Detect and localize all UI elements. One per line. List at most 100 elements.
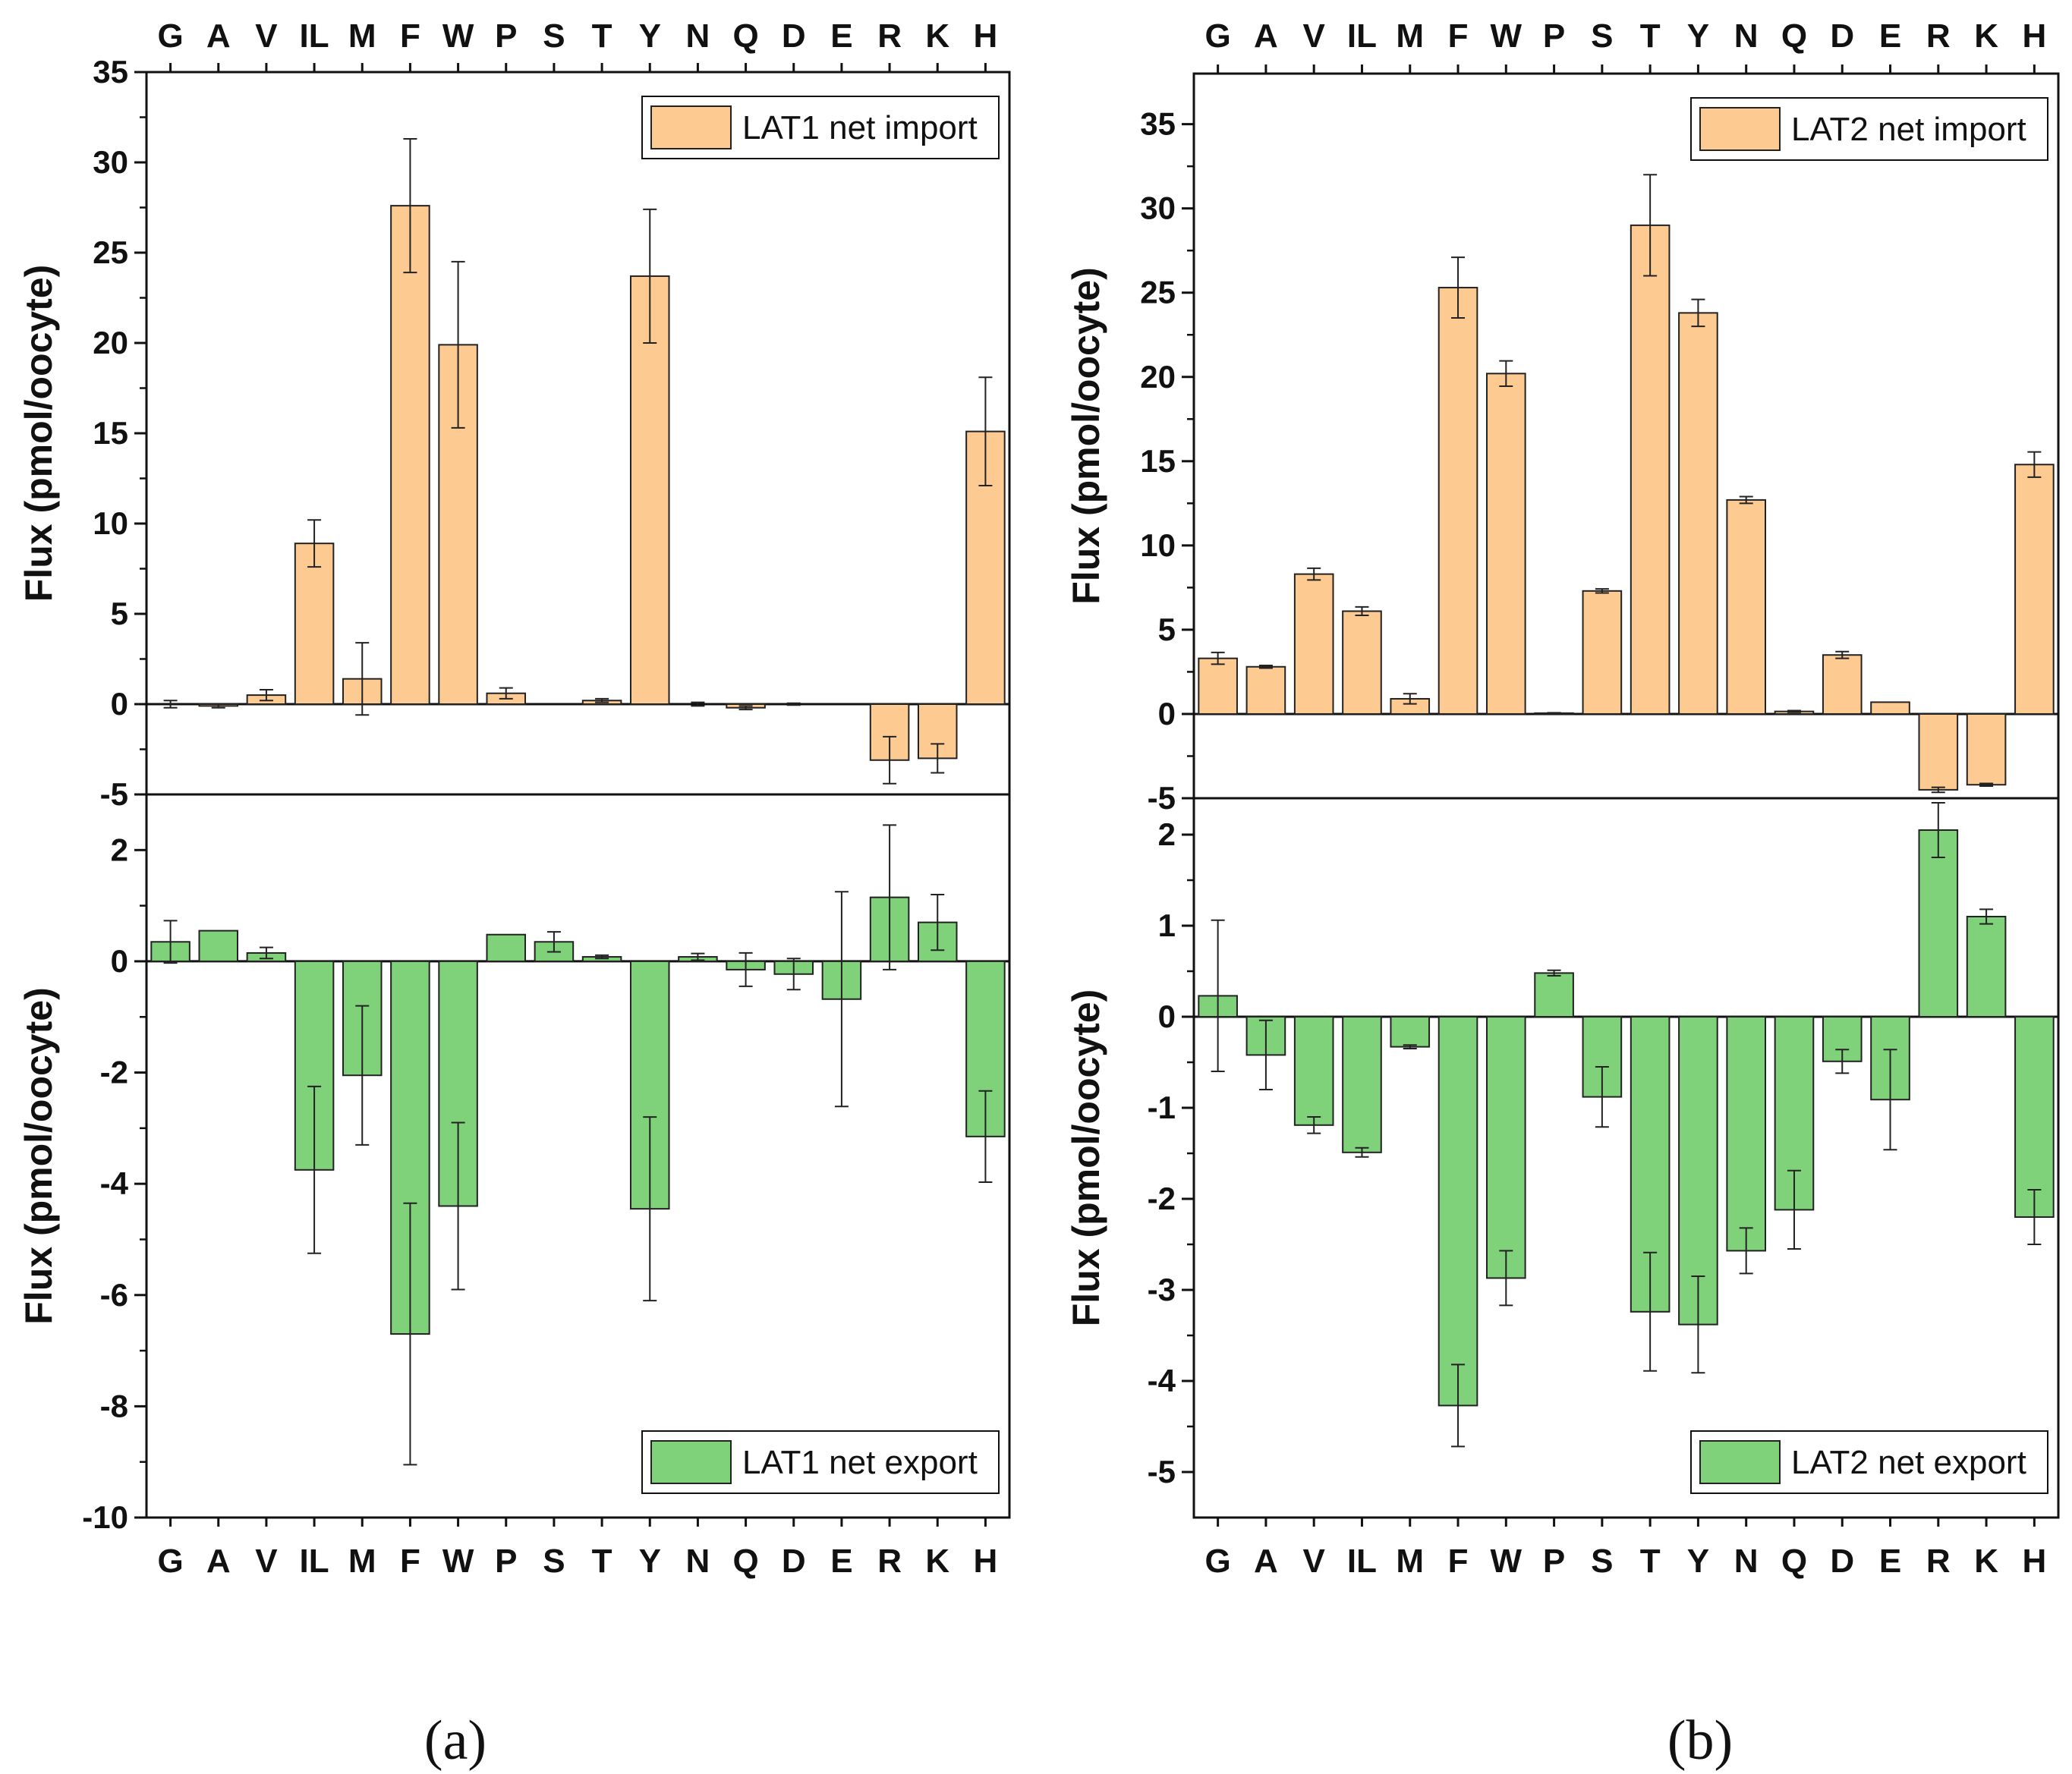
y-tick-label: -10 <box>82 1499 128 1535</box>
error-bar-Q <box>1787 1169 1801 1250</box>
bar-E <box>1870 701 1910 715</box>
x-category-labels-top: G A V IL M F W P S T Y N Q D E R K H <box>1205 17 2046 74</box>
y-tick-label: -4 <box>100 1165 129 1201</box>
error-bar-A <box>1258 1019 1273 1090</box>
y-tick-label: 20 <box>93 325 128 360</box>
y-axis-label: Flux (pmol/oocyte) <box>17 987 60 1324</box>
bar-V <box>1293 1016 1334 1126</box>
legend: LAT1 net export <box>641 1430 1000 1494</box>
error-bar-H <box>978 376 993 487</box>
legend: LAT2 net export <box>1690 1430 2048 1494</box>
category-label-N: N <box>1734 17 1759 55</box>
error-bar-T <box>595 697 609 703</box>
category-label-M: M <box>1396 1543 1424 1580</box>
error-bar-V <box>259 688 273 702</box>
error-bar-Y <box>1691 1275 1705 1374</box>
error-bar-F <box>1451 256 1466 319</box>
category-label-W: W <box>1491 17 1523 55</box>
category-label-Q: Q <box>1781 1543 1807 1580</box>
category-label-E: E <box>830 17 852 55</box>
subplot-a-top: -5 0 5 10 15 20 25 30 35 Flux (pmol/oocyte) LAT1 n… <box>17 54 1011 812</box>
category-label-IL: IL <box>1347 17 1377 55</box>
error-bar-N <box>1739 495 1753 505</box>
category-label-Y: Y <box>639 1543 661 1580</box>
error-bar-P <box>1547 969 1561 977</box>
category-label-A: A <box>206 17 231 55</box>
y-tick-label: 0 <box>111 686 128 722</box>
error-bar-R <box>1931 802 1945 858</box>
y-tick-label: 35 <box>1140 106 1176 142</box>
error-bar-V <box>1307 567 1321 581</box>
category-label-H: H <box>2022 17 2046 55</box>
error-bar-D <box>786 702 801 706</box>
y-tick-label: 5 <box>1158 612 1176 647</box>
panel-a-label: (a) <box>424 1710 487 1772</box>
y-tick-label: 10 <box>1140 527 1176 563</box>
error-bar-IL <box>307 519 322 568</box>
error-bar-K <box>931 893 945 951</box>
category-label-E: E <box>830 1543 852 1580</box>
error-bar-F <box>403 138 417 274</box>
y-tick-label: -6 <box>100 1277 128 1313</box>
category-label-W: W <box>442 17 474 55</box>
legend-label: LAT1 net export <box>742 1444 978 1481</box>
category-label-A: A <box>1254 17 1278 55</box>
legend: LAT1 net import <box>641 96 1000 159</box>
category-label-Q: Q <box>732 1543 758 1580</box>
error-bar-D <box>1835 650 1850 659</box>
subplot-b-bottom: -5 -4 -3 -2 -1 0 1 2 Flux (pmol/oocyte) LAT2 net … <box>1065 797 2060 1519</box>
bar-T <box>1630 224 1671 715</box>
error-bar-G <box>163 920 178 964</box>
error-bar-M <box>1403 693 1417 705</box>
category-label-H: H <box>974 1543 998 1580</box>
bar-P <box>1534 972 1574 1018</box>
subplot-b-top: -5 0 5 10 15 20 25 30 35 Flux (pmol/oocyte) LAT2 n… <box>1065 72 2060 816</box>
bar-N <box>1726 1016 1767 1252</box>
category-label-V: V <box>1303 17 1326 55</box>
legend-swatch <box>650 1440 732 1484</box>
category-label-S: S <box>1591 17 1613 55</box>
category-label-K: K <box>1974 1543 1998 1580</box>
error-bar-T <box>595 954 609 960</box>
error-bar-G <box>1211 919 1225 1072</box>
error-bar-A <box>1258 664 1273 669</box>
y-tick-label: -8 <box>100 1388 128 1423</box>
legend: LAT2 net import <box>1690 97 2048 161</box>
category-label-R: R <box>1926 1543 1951 1580</box>
error-bar-R <box>1931 786 1945 794</box>
legend-swatch <box>650 105 732 149</box>
category-label-S: S <box>543 17 565 55</box>
error-bar-M <box>355 1005 370 1146</box>
bar-F <box>390 205 430 705</box>
bar-W <box>1485 373 1526 715</box>
error-bar-Y <box>1691 298 1705 328</box>
bar-IL <box>1342 610 1382 715</box>
category-label-D: D <box>1830 17 1854 55</box>
category-label-H: H <box>2022 1543 2046 1580</box>
error-bar-R <box>883 824 897 970</box>
bar-F <box>1437 1016 1478 1407</box>
bar-R <box>1918 712 1959 791</box>
x-category-labels-bottom: G A V IL M F W P S T Y N Q D E R K H <box>1205 1518 2046 1580</box>
bar-W <box>1485 1016 1526 1279</box>
bar-F <box>1437 287 1478 715</box>
category-label-V: V <box>255 17 278 55</box>
category-label-K: K <box>925 1543 949 1580</box>
error-bar-E <box>1883 1049 1897 1151</box>
y-tick-label: 2 <box>1158 816 1176 852</box>
y-tick-label: 25 <box>93 234 128 270</box>
y-tick-label: -1 <box>1148 1090 1176 1125</box>
error-bar-F <box>403 1202 417 1466</box>
bar-G <box>1198 657 1238 715</box>
y-tick-label: -4 <box>1148 1363 1176 1398</box>
y-tick-label: 15 <box>93 415 128 451</box>
category-label-Q: Q <box>1781 17 1807 55</box>
y-axis-label: Flux (pmol/oocyte) <box>1065 267 1107 604</box>
category-label-G: G <box>1205 1543 1231 1580</box>
category-label-T: T <box>592 17 612 55</box>
y-tick-label: 0 <box>1158 999 1176 1034</box>
category-label-E: E <box>1879 17 1901 55</box>
error-bar-K <box>1979 908 1994 925</box>
category-label-F: F <box>1448 17 1469 55</box>
y-tick-label: 15 <box>1140 443 1176 479</box>
